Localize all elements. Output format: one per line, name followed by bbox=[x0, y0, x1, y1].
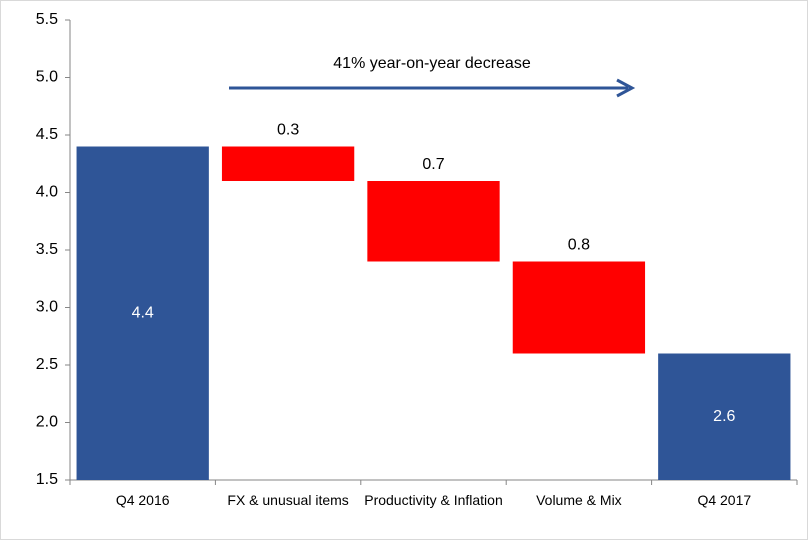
x-tick-label: Productivity & Inflation bbox=[364, 492, 503, 508]
data-label: 4.4 bbox=[132, 304, 154, 321]
bar bbox=[367, 181, 500, 262]
bar bbox=[221, 146, 355, 181]
y-tick-label: 2.0 bbox=[36, 414, 58, 431]
y-tick-label: 4.5 bbox=[36, 126, 58, 143]
x-tick-label: FX & unusual items bbox=[227, 492, 349, 508]
y-tick-label: 2.5 bbox=[36, 356, 58, 373]
y-tick-label: 5.5 bbox=[36, 11, 58, 28]
bar bbox=[512, 261, 646, 354]
y-tick-label: 4.0 bbox=[36, 184, 58, 201]
y-tick-label: 3.0 bbox=[36, 299, 58, 316]
data-label: 0.7 bbox=[422, 156, 444, 173]
data-label: 0.8 bbox=[568, 237, 590, 254]
annotation: 41% year-on-year decrease bbox=[333, 55, 531, 72]
x-tick-label: Q4 2016 bbox=[115, 492, 170, 508]
y-tick-label: 1.5 bbox=[36, 471, 58, 488]
x-tick-label: Q4 2017 bbox=[697, 492, 752, 508]
bar bbox=[658, 353, 791, 480]
data-label: 2.6 bbox=[713, 408, 735, 425]
x-tick-label: Volume & Mix bbox=[536, 492, 622, 508]
y-tick-label: 5.0 bbox=[36, 69, 58, 86]
arrow-head bbox=[616, 78, 636, 98]
data-label: 0.3 bbox=[277, 122, 299, 139]
bar bbox=[76, 146, 209, 480]
y-tick-label: 3.5 bbox=[36, 241, 58, 258]
